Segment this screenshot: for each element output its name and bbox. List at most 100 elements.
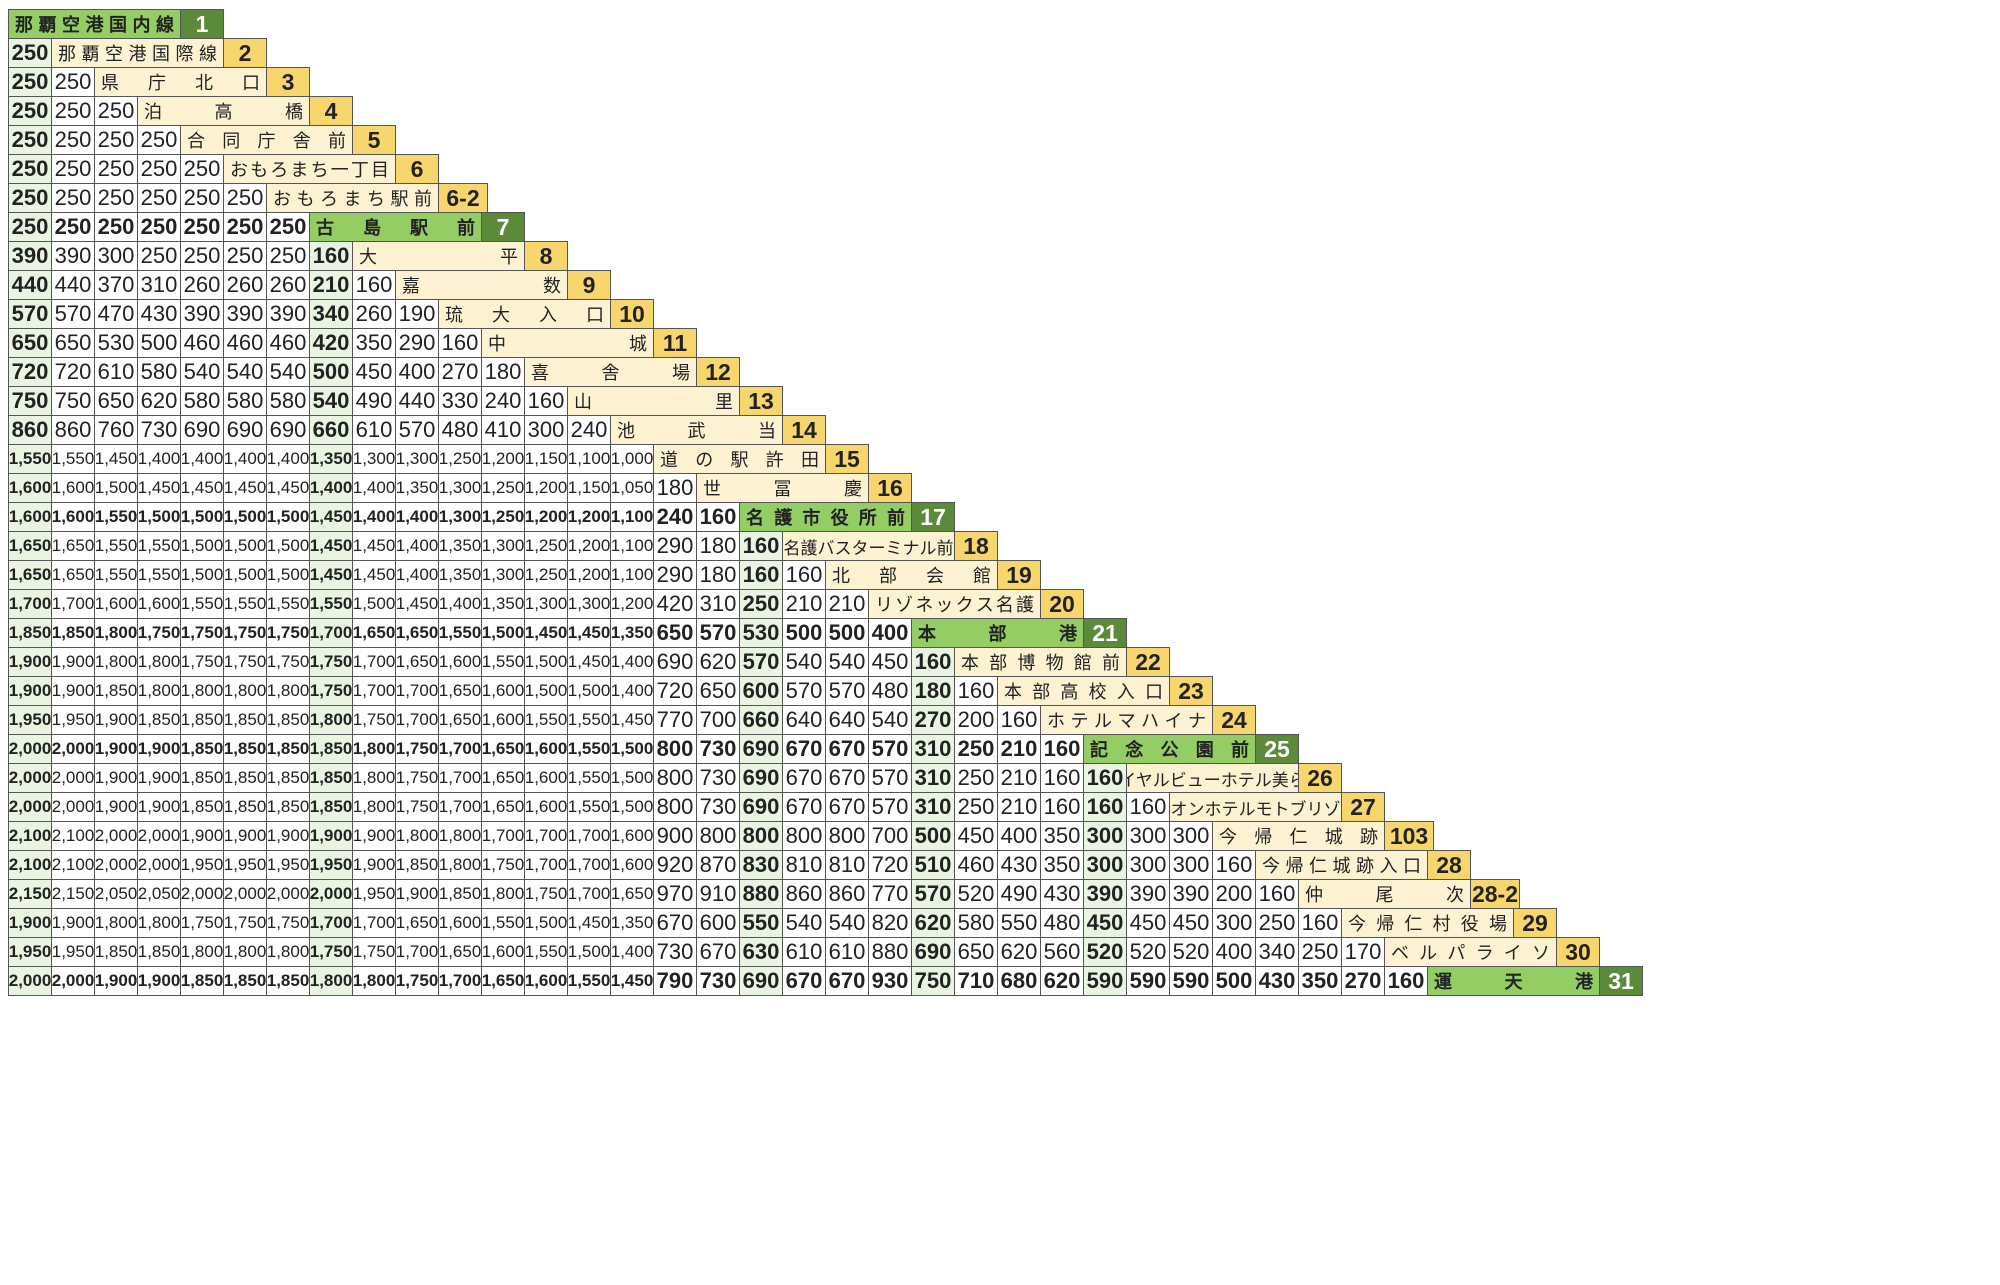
- fare-cell: 2,000: [266, 879, 310, 909]
- fare-cell: 1,400: [266, 444, 310, 474]
- fare-cell: 250: [8, 67, 52, 97]
- fare-cell: 600: [739, 676, 783, 706]
- stop-name: ホテルマハイナ: [1040, 705, 1213, 735]
- fare-cell: 1,550: [567, 763, 611, 793]
- stop-name: 大平: [352, 241, 525, 271]
- fare-cell: 160: [1212, 850, 1256, 880]
- fare-cell: 1,850: [395, 850, 439, 880]
- fare-cell: 160: [911, 647, 955, 677]
- fare-cell: 1,150: [567, 473, 611, 503]
- stop-number: 25: [1255, 734, 1299, 764]
- fare-cell: 260: [180, 270, 224, 300]
- stop-number: 2: [223, 38, 267, 68]
- fare-cell: 1,700: [438, 792, 482, 822]
- fare-cell: 710: [954, 966, 998, 996]
- fare-cell: 720: [51, 357, 95, 387]
- fare-cell: 1,800: [352, 966, 396, 996]
- fare-cell: 610: [352, 415, 396, 445]
- fare-cell: 300: [524, 415, 568, 445]
- fare-cell: 350: [352, 328, 396, 358]
- fare-cell: 1,800: [266, 937, 310, 967]
- fare-cell: 690: [739, 966, 783, 996]
- fare-cell: 1,500: [180, 560, 224, 590]
- fare-cell: 860: [51, 415, 95, 445]
- fare-cell: 160: [309, 241, 353, 271]
- fare-cell: 1,750: [223, 908, 267, 938]
- fare-cell: 180: [481, 357, 525, 387]
- fare-cell: 1,600: [524, 792, 568, 822]
- fare-cell: 240: [567, 415, 611, 445]
- fare-cell: 1,300: [567, 589, 611, 619]
- fare-cell: 1,550: [309, 589, 353, 619]
- fare-cell: 1,300: [524, 589, 568, 619]
- fare-cell: 250: [8, 125, 52, 155]
- fare-cell: 1,550: [567, 792, 611, 822]
- fare-cell: 1,850: [94, 937, 138, 967]
- fare-cell: 460: [954, 850, 998, 880]
- fare-cell: 1,700: [395, 937, 439, 967]
- fare-cell: 1,550: [567, 734, 611, 764]
- fare-cell: 520: [1169, 937, 1213, 967]
- fare-cell: 1,750: [395, 734, 439, 764]
- fare-cell: 350: [1040, 850, 1084, 880]
- fare-cell: 1,750: [266, 647, 310, 677]
- fare-cell: 670: [782, 792, 826, 822]
- fare-cell: 720: [868, 850, 912, 880]
- fare-cell: 260: [266, 270, 310, 300]
- fare-cell: 350: [1298, 966, 1342, 996]
- fare-cell: 390: [51, 241, 95, 271]
- fare-cell: 540: [223, 357, 267, 387]
- fare-cell: 620: [1040, 966, 1084, 996]
- fare-cell: 1,950: [309, 850, 353, 880]
- fare-cell: 1,800: [180, 937, 224, 967]
- fare-cell: 1,850: [309, 734, 353, 764]
- fare-cell: 1,450: [524, 618, 568, 648]
- fare-cell: 1,900: [8, 676, 52, 706]
- fare-cell: 540: [180, 357, 224, 387]
- fare-cell: 1,050: [610, 473, 654, 503]
- fare-cell: 700: [696, 705, 740, 735]
- fare-cell: 1,750: [137, 618, 181, 648]
- fare-cell: 1,400: [610, 937, 654, 967]
- stop-name: 琉大入口: [438, 299, 611, 329]
- stop-number: 8: [524, 241, 568, 271]
- fare-cell: 430: [1040, 879, 1084, 909]
- stop-number: 13: [739, 386, 783, 416]
- fare-cell: 700: [868, 821, 912, 851]
- fare-cell: 1,800: [309, 705, 353, 735]
- fare-cell: 640: [782, 705, 826, 735]
- fare-cell: 1,750: [266, 908, 310, 938]
- fare-cell: 310: [911, 763, 955, 793]
- fare-cell: 1,300: [438, 502, 482, 532]
- fare-cell: 400: [868, 618, 912, 648]
- fare-cell: 1,550: [94, 531, 138, 561]
- fare-cell: 250: [137, 212, 181, 242]
- fare-cell: 810: [782, 850, 826, 880]
- fare-cell: 1,650: [51, 560, 95, 590]
- fare-cell: 160: [1040, 734, 1084, 764]
- fare-cell: 1,700: [438, 734, 482, 764]
- fare-cell: 1,350: [438, 531, 482, 561]
- fare-cell: 1,600: [8, 473, 52, 503]
- fare-cell: 1,550: [51, 444, 95, 474]
- fare-cell: 1,800: [309, 966, 353, 996]
- fare-cell: 1,850: [137, 705, 181, 735]
- fare-cell: 1,900: [94, 763, 138, 793]
- fare-cell: 660: [309, 415, 353, 445]
- fare-cell: 250: [954, 734, 998, 764]
- fare-cell: 670: [696, 937, 740, 967]
- fare-cell: 1,850: [180, 734, 224, 764]
- fare-cell: 420: [309, 328, 353, 358]
- fare-cell: 590: [1083, 966, 1127, 996]
- stop-name: 那覇空港国内線: [8, 9, 181, 39]
- fare-cell: 2,000: [51, 734, 95, 764]
- fare-cell: 1,500: [610, 763, 654, 793]
- stop-number: 5: [352, 125, 396, 155]
- fare-cell: 480: [1040, 908, 1084, 938]
- stop-number: 7: [481, 212, 525, 242]
- fare-cell: 880: [868, 937, 912, 967]
- fare-cell: 300: [1169, 821, 1213, 851]
- fare-cell: 1,850: [223, 763, 267, 793]
- fare-cell: 930: [868, 966, 912, 996]
- fare-cell: 540: [825, 908, 869, 938]
